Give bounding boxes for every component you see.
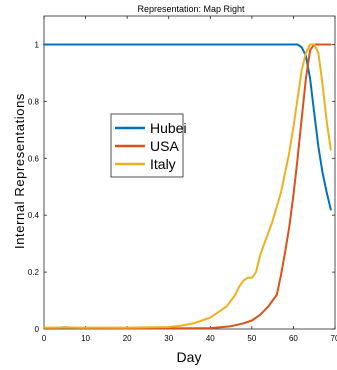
x-axis-label: Day xyxy=(177,349,202,365)
legend-label-hubei: Hubei xyxy=(150,120,187,136)
y-tick-label: 0.4 xyxy=(28,211,40,220)
legend-label-usa: USA xyxy=(150,138,179,154)
x-tick-label: 10 xyxy=(81,334,90,343)
x-tick-label: 20 xyxy=(123,334,132,343)
chart-title: Representation: Map Right xyxy=(137,4,245,14)
y-tick-label: 0.6 xyxy=(28,154,40,163)
legend-label-italy: Italy xyxy=(150,156,176,172)
x-tick-label: 0 xyxy=(42,334,47,343)
y-tick-label: 0 xyxy=(35,325,40,334)
x-tick-label: 30 xyxy=(164,334,173,343)
x-tick-label: 70 xyxy=(331,334,337,343)
x-tick-label: 40 xyxy=(206,334,215,343)
y-axis-label: Internal Representations xyxy=(12,93,27,249)
y-axis: 0 0.2 0.4 0.6 0.8 1 xyxy=(28,40,335,334)
series-line-hubei xyxy=(43,43,332,211)
series-line-italy xyxy=(43,43,332,329)
y-tick-label: 0.2 xyxy=(28,268,40,277)
x-tick-label: 60 xyxy=(289,334,298,343)
x-axis: 0 10 20 30 40 50 60 70 xyxy=(42,16,337,343)
plot-area xyxy=(43,15,336,330)
y-tick-label: 0.8 xyxy=(28,97,40,106)
legend: Hubei USA Italy xyxy=(110,113,187,178)
series-lines xyxy=(43,43,332,330)
y-tick-label: 1 xyxy=(35,40,40,49)
x-tick-label: 50 xyxy=(247,334,256,343)
